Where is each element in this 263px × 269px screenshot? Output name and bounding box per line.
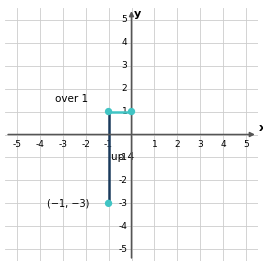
Point bbox=[107, 109, 111, 114]
Text: (−1, −3): (−1, −3) bbox=[47, 198, 89, 208]
Text: 5: 5 bbox=[243, 140, 249, 149]
Text: 2: 2 bbox=[175, 140, 180, 149]
Text: over 1: over 1 bbox=[55, 94, 88, 104]
Text: up 4: up 4 bbox=[111, 153, 134, 162]
Text: 3: 3 bbox=[198, 140, 203, 149]
Point bbox=[129, 109, 134, 114]
Text: 4: 4 bbox=[220, 140, 226, 149]
Text: y: y bbox=[134, 9, 141, 19]
Text: 5: 5 bbox=[122, 15, 127, 24]
Text: 4: 4 bbox=[122, 38, 127, 47]
Text: -2: -2 bbox=[81, 140, 90, 149]
Text: -4: -4 bbox=[35, 140, 44, 149]
Text: -4: -4 bbox=[119, 222, 127, 231]
Text: -2: -2 bbox=[119, 176, 127, 185]
Text: 1: 1 bbox=[122, 107, 127, 116]
Text: -1: -1 bbox=[104, 140, 113, 149]
Text: -1: -1 bbox=[118, 153, 127, 162]
Point bbox=[107, 201, 111, 206]
Text: x: x bbox=[259, 123, 263, 133]
Text: -3: -3 bbox=[58, 140, 67, 149]
Text: -5: -5 bbox=[118, 245, 127, 254]
Text: -3: -3 bbox=[118, 199, 127, 208]
Text: 1: 1 bbox=[151, 140, 157, 149]
Text: 2: 2 bbox=[122, 84, 127, 93]
Text: -5: -5 bbox=[12, 140, 21, 149]
Text: 3: 3 bbox=[122, 61, 127, 70]
